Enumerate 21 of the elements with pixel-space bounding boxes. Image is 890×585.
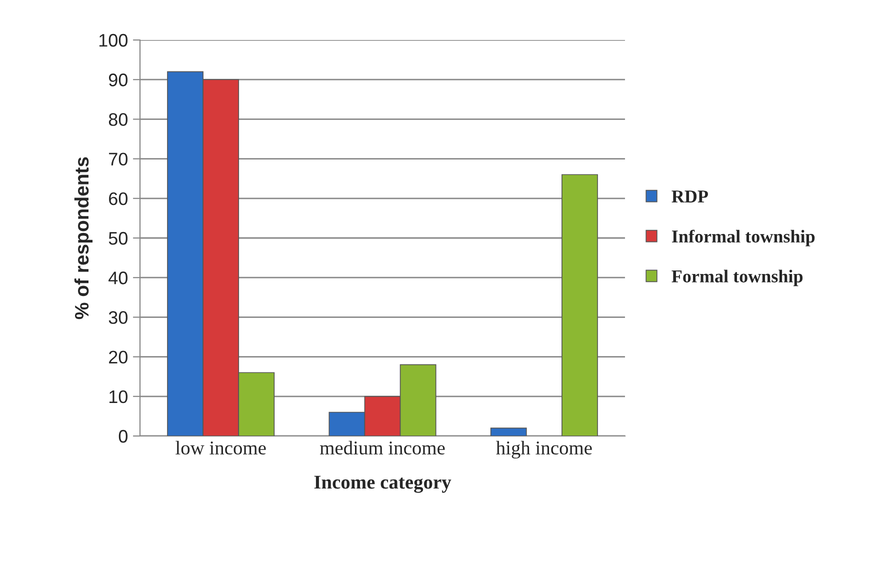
x-axis-title: Income category [314,476,452,493]
bar [490,428,527,436]
y-tick-label: 70 [109,152,128,166]
legend-label: Informal township [672,230,815,246]
legend-label: RDP [672,190,708,202]
y-axis-title: % of respondents [74,157,93,320]
bar [562,174,598,436]
y-tick-label: 20 [109,350,128,364]
x-tick-label: low income [176,440,266,455]
y-tick-label: 10 [109,390,128,404]
y-tick-label: 40 [108,272,128,284]
y-tick-label: 90 [108,74,128,86]
y-tick-label: 60 [109,192,128,206]
x-tick-label: medium income [320,440,445,455]
y-tick-label: 30 [108,311,128,324]
y-tick-label: 50 [108,232,128,245]
y-tick-label: 100 [99,34,128,47]
y-tick-label: 80 [108,113,128,126]
y-tick-label: 0 [118,430,128,443]
legend-label: Formal township [672,270,803,286]
x-tick-label: high income [496,440,592,459]
